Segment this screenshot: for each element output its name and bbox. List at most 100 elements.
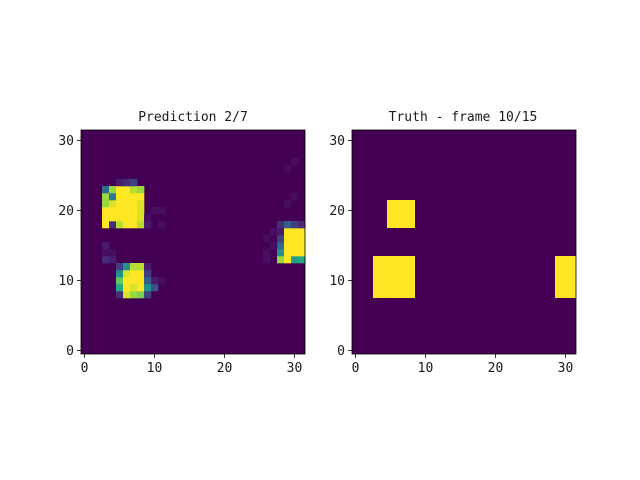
heatmap-cell [291,228,299,236]
heatmap-cell [116,270,124,278]
heatmap-cell [109,200,117,208]
heatmap-cell [137,270,145,278]
heatmap-cell [270,228,278,236]
heatmap-cell [130,193,138,201]
heatmap-cell [102,186,110,194]
heatmap-cell [144,263,152,271]
heatmap-cell [291,235,299,243]
heatmap-cell [123,284,131,292]
x-tick-label: 20 [217,361,233,376]
heatmap-cell [109,186,117,194]
heatmap-cell [116,207,124,215]
heatmap-cell [137,214,145,222]
heatmap-cell [109,193,117,201]
heatmap-cell [116,263,124,271]
heatmap-cell [130,291,138,299]
heatmap-cell [291,221,299,229]
heatmap-cell [284,256,292,264]
heatmap-cell [144,221,152,229]
heatmap-cell [109,207,117,215]
x-tick-label: 30 [558,361,574,376]
heatmap-cell [158,277,166,285]
heatmap-block [373,256,415,298]
heatmap-cell [116,200,124,208]
heatmap-cell [277,221,285,229]
heatmap-cell [291,242,299,250]
heatmap-cell [130,200,138,208]
heatmap-cell [109,221,117,229]
heatmap-cell [123,179,131,187]
heatmap-cell [123,200,131,208]
heatmap-cell [291,158,299,166]
heatmap-cell [123,214,131,222]
heatmap-cell [137,263,145,271]
heatmap-cell [102,193,110,201]
y-tick-label: 10 [329,274,345,289]
heatmap-cell [123,221,131,229]
heatmap-cell [270,242,278,250]
heatmap-cell [284,228,292,236]
heatmap-cell [123,207,131,215]
heatmap-cell [137,186,145,194]
x-tick-label: 30 [287,361,303,376]
heatmap-cell [144,214,152,222]
heatmap-cell [130,263,138,271]
heatmap-cell [298,235,306,243]
heatmap-cell [144,284,152,292]
y-tick-label: 30 [58,134,74,149]
truth-cells [352,130,576,354]
heatmap-block [555,256,576,298]
heatmap-cell [116,193,124,201]
heatmap-cell [123,270,131,278]
heatmap-cell [291,256,299,264]
heatmap-cell [123,277,131,285]
heatmap-cell [144,291,152,299]
truth-axes: 0 10 20 30 0 10 20 30 [329,129,577,376]
x-tick-label: 10 [418,361,434,376]
heatmap-cell [137,200,145,208]
heatmap-cell [298,242,306,250]
heatmap-cell [109,256,117,264]
heatmap-cell [284,249,292,257]
heatmap-cell [277,235,285,243]
heatmap-cell [130,207,138,215]
heatmap-cell [284,221,292,229]
heatmap-cell [102,221,110,229]
heatmap-cell [116,186,124,194]
x-tick-label: 20 [488,361,504,376]
heatmap-cell [102,249,110,257]
heatmap-cell [130,179,138,187]
heatmap-cell [130,277,138,285]
y-tick-label: 20 [329,204,345,219]
heatmap-cell [116,221,124,229]
heatmap-cell [130,270,138,278]
heatmap-cell [137,277,145,285]
truth-title: Truth - frame 10/15 [389,110,538,125]
heatmap-cell [291,249,299,257]
prediction-cells [81,130,306,354]
y-tick-label: 0 [66,344,74,359]
heatmap-cell [123,291,131,299]
axes-frame [80,129,306,355]
heatmap-cell [123,263,131,271]
heatmap-cell [151,284,159,292]
y-tick-label: 30 [329,134,345,149]
heatmap-cell [137,193,145,201]
heatmap-cell [277,228,285,236]
heatmap-cell [116,179,124,187]
heatmap-cell [102,207,110,215]
y-tick-label: 20 [58,204,74,219]
prediction-axes: 0 10 20 30 0 10 20 30 [58,129,306,376]
heatmap-cell [284,200,292,208]
heatmap-cell [277,256,285,264]
heatmap-cell [284,165,292,173]
heatmap-cell [298,249,306,257]
y-tick-label: 10 [58,274,74,289]
heatmap-cell [130,221,138,229]
heatmap-cell [151,277,159,285]
heatmap-cell [116,291,124,299]
heatmap-cell [263,256,271,264]
heatmap-cell [144,270,152,278]
